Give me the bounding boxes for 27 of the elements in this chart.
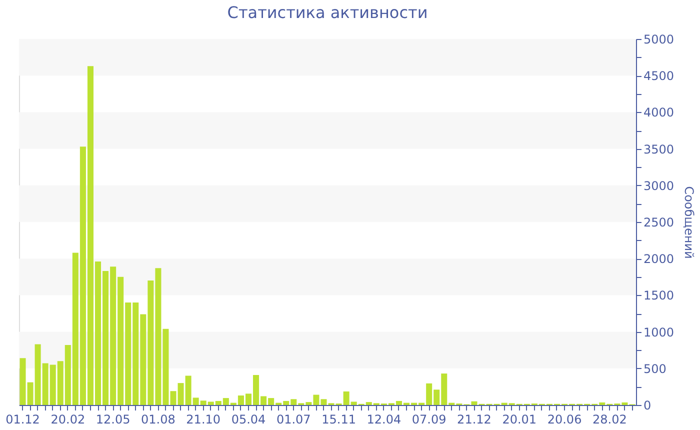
y-tick-label: 4000 [644,106,674,120]
x-tick-label: 12.04 [366,412,402,426]
x-tick-label: 07.09 [412,412,446,426]
x-tick-label: 01.12 [6,412,40,426]
x-tick-label: 01.07 [276,412,311,426]
y-tick-label: 1500 [644,288,674,303]
y-tick-label: 4500 [644,69,674,84]
x-tick-label: 05.04 [231,412,266,426]
x-tick-label: 28.02 [592,412,627,426]
y-axis-title: Сообщений [682,186,696,259]
y-tick-label: 3000 [644,178,674,193]
x-tick-label: 20.02 [50,412,86,426]
y-tick-label: 2500 [644,216,674,230]
x-tick-label: 01.08 [141,412,176,426]
x-tick-label: 20.06 [547,412,582,426]
x-tick-label: 21.12 [457,412,492,426]
x-tick-label: 21.10 [186,412,221,426]
y-tick-label: 500 [644,362,666,376]
y-tick-label: 0 [644,398,652,412]
x-tick-label: 12.05 [96,412,130,426]
y-tick-label: 1000 [644,325,674,340]
chart-title: Статистика активности [227,3,428,22]
y-tick-label: 2000 [644,252,674,266]
x-tick-label: 20.01 [502,412,537,426]
y-tick-label: 5000 [644,32,674,46]
x-tick-label: 15.11 [322,412,356,426]
y-tick-label: 3500 [644,142,674,156]
